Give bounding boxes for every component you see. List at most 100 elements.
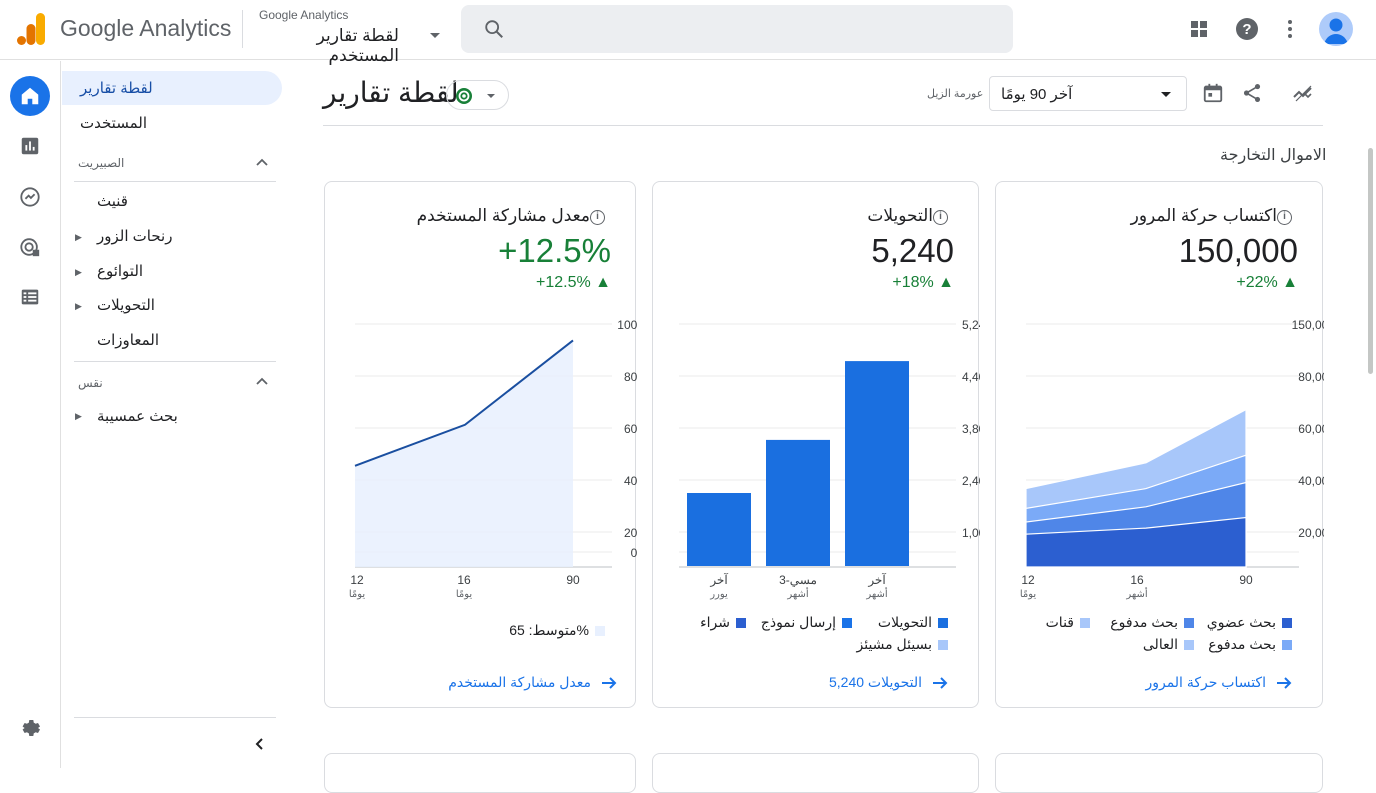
- insights-icon[interactable]: [1291, 82, 1315, 104]
- report-card: [995, 753, 1323, 793]
- legend-item: إرسال نموذج: [761, 614, 852, 631]
- area-chart: 150,00080,00060,00040,00020,000012يومًا1…: [1020, 318, 1324, 600]
- expand-arrow-icon[interactable]: ▶: [75, 411, 82, 421]
- metric-value: 150,000: [1178, 232, 1298, 269]
- sidebar-item[interactable]: قنيث: [97, 193, 128, 210]
- arrow-forward-icon: [1277, 676, 1292, 689]
- engagement-rate-card: iمعدل مشاركة المستخدم +12.5% +12.5% ▲ 10…: [324, 181, 637, 708]
- info-icon[interactable]: i: [590, 210, 605, 225]
- apps-grid-icon[interactable]: [1186, 16, 1212, 42]
- line-chart: 100% 80% 60% 40% 20% 0% 12 يومًا 16 يومًا 90: [349, 318, 637, 600]
- help-icon[interactable]: ?: [1234, 16, 1260, 42]
- y-tick-label: 150,000: [1292, 318, 1324, 332]
- chevron-up-icon[interactable]: [254, 155, 270, 171]
- x-tick-label: 3-مسي: [779, 573, 817, 587]
- date-label: عورمة الزيل: [927, 88, 984, 100]
- explore-icon[interactable]: [10, 177, 50, 217]
- card-title: iاكتساب حركة المرور: [1131, 206, 1298, 226]
- x-tick-label: 16: [457, 573, 471, 587]
- left-rail: [0, 61, 61, 768]
- report-card: [324, 753, 636, 793]
- legend-item: شراء: [700, 614, 746, 631]
- top-app-bar: Google Analytics Google Analytics لقطة ت…: [0, 0, 1376, 65]
- collapse-chevron-icon[interactable]: [252, 736, 268, 752]
- report-card: [652, 753, 979, 793]
- metric-value: 5,240: [871, 232, 954, 269]
- x-tick-label: 12: [350, 573, 364, 587]
- check-circle-icon: [456, 88, 472, 104]
- nav-section-title: نقس: [78, 376, 103, 390]
- bar-chart: 5,2404,4003,8002,4001,0000آخريورر3-مسيأش…: [679, 318, 980, 600]
- reports-icon[interactable]: [10, 126, 50, 166]
- bar: [687, 493, 751, 566]
- chevron-up-icon[interactable]: [254, 374, 270, 390]
- x-tick-label: 90: [566, 573, 580, 587]
- line-series: [354, 339, 574, 467]
- metric-delta: +12.5% ▲: [536, 274, 611, 291]
- divider: [74, 717, 276, 718]
- chevron-down-icon[interactable]: [426, 26, 444, 44]
- date-range-value: آخر 90 يومًا: [1001, 86, 1073, 103]
- section-title: الاموال التخارجة: [1220, 147, 1327, 164]
- info-icon[interactable]: i: [1277, 210, 1292, 225]
- x-tick-sublabel: يورر: [709, 589, 728, 600]
- expand-arrow-icon[interactable]: ▶: [75, 267, 82, 277]
- arrow-forward-icon: [602, 676, 617, 689]
- x-tick-label: 12: [1021, 573, 1035, 587]
- arrow-forward-icon: [933, 676, 948, 689]
- legend-item: العالى: [1143, 636, 1194, 653]
- date-range-select[interactable]: آخر 90 يومًا: [989, 76, 1187, 111]
- sidebar-item[interactable]: التوائوع: [97, 263, 144, 280]
- status-dropdown[interactable]: [446, 80, 509, 110]
- y-tick-label: 80,000: [1298, 370, 1324, 384]
- view-report-link[interactable]: معدل مشاركة المستخدم: [448, 674, 617, 691]
- chevron-down-icon: [1161, 92, 1171, 97]
- more-vert-icon[interactable]: [1277, 16, 1303, 42]
- x-tick-label: 90: [1239, 573, 1253, 587]
- metric-delta: +22% ▲: [1236, 274, 1298, 291]
- line-area-fill: [355, 340, 573, 567]
- avatar[interactable]: [1319, 12, 1353, 46]
- sidebar-item[interactable]: رنحات الزور: [97, 228, 173, 245]
- analytics-logo-icon[interactable]: [17, 13, 45, 45]
- y-tick-label: 20%: [624, 526, 637, 540]
- view-report-link[interactable]: اكتساب حركة المرور: [1145, 674, 1292, 691]
- share-icon[interactable]: [1241, 82, 1263, 104]
- calendar-icon[interactable]: [1202, 82, 1224, 104]
- legend-item: قنات: [1046, 614, 1090, 631]
- scrollbar[interactable]: [1368, 148, 1373, 374]
- expand-arrow-icon[interactable]: ▶: [75, 232, 82, 242]
- sidebar-item[interactable]: التحويلات: [97, 297, 155, 314]
- y-tick-label: 3,800: [962, 422, 980, 436]
- configure-icon[interactable]: [10, 277, 50, 317]
- page-title: لقطة تقارير: [323, 77, 459, 108]
- expand-arrow-icon[interactable]: ▶: [75, 301, 82, 311]
- sidebar-item-snapshot[interactable]: لقطة تقارير: [62, 71, 282, 105]
- property-selector[interactable]: لقطة تقارير المستخدم: [316, 26, 399, 65]
- y-tick-label: 5,240: [962, 318, 980, 332]
- info-icon[interactable]: i: [933, 210, 948, 225]
- chevron-down-icon: [487, 94, 495, 98]
- view-report-link[interactable]: التحويلات 5,240: [829, 674, 948, 691]
- search-input[interactable]: [461, 5, 1013, 53]
- search-icon: [485, 20, 503, 38]
- legend-item: بحث مدفوع: [1208, 636, 1292, 653]
- sidebar-item[interactable]: بحث عمسيبة: [97, 408, 178, 425]
- x-tick-sublabel: يومًا: [1020, 589, 1037, 600]
- bar: [845, 361, 909, 566]
- sidebar-item[interactable]: المعاوزات: [97, 332, 159, 349]
- y-tick-label: 1,000: [962, 526, 980, 540]
- y-tick-label: 40,000: [1298, 474, 1324, 488]
- brand-name: Google Analytics: [60, 15, 232, 41]
- settings-gear-icon[interactable]: [10, 708, 50, 748]
- advertising-icon[interactable]: [10, 227, 50, 267]
- home-icon[interactable]: [10, 76, 50, 116]
- x-tick-sublabel: يومًا: [456, 589, 473, 600]
- area-series: [1025, 516, 1247, 568]
- y-tick-label: 0%: [631, 546, 637, 560]
- y-tick-label: 2,400: [962, 474, 980, 488]
- sidebar-item-user[interactable]: المستخدت: [80, 115, 147, 132]
- card-title: iالتحويلات: [867, 206, 954, 226]
- card-title: iمعدل مشاركة المستخدم: [417, 206, 611, 226]
- x-tick-sublabel: أشهر: [1125, 587, 1148, 600]
